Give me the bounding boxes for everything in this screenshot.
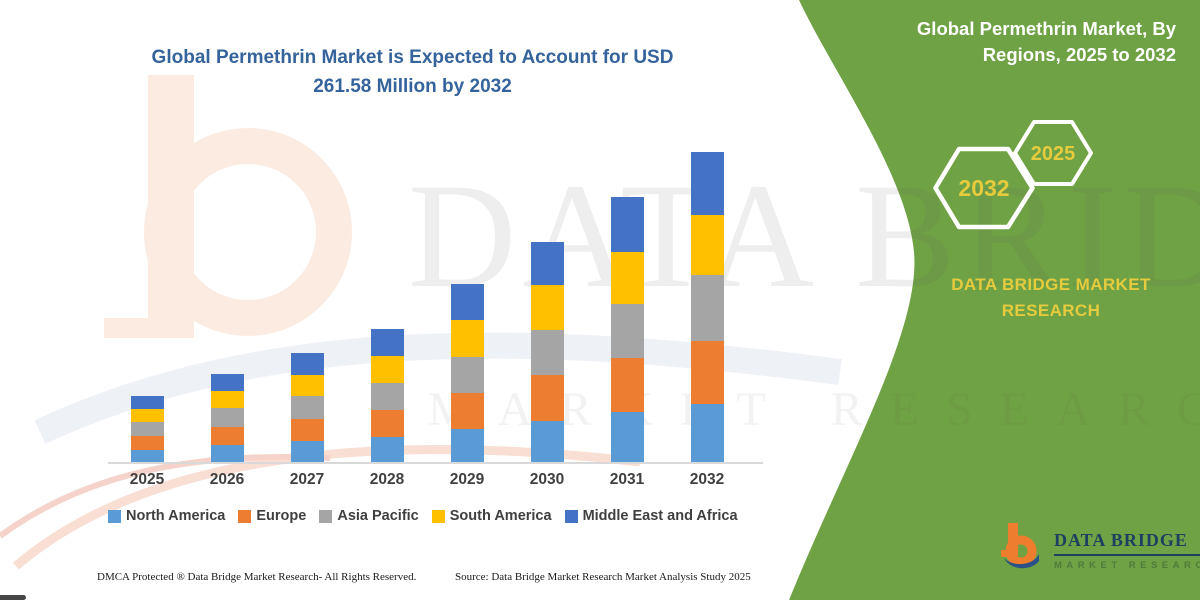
bar-segment-asia-pacific bbox=[610, 304, 644, 358]
chart-title: Global Permethrin Market is Expected to … bbox=[151, 47, 674, 97]
footer-source: Source: Data Bridge Market Research Mark… bbox=[455, 571, 751, 583]
legend-label: Asia Pacific bbox=[337, 508, 419, 524]
legend-item-middle-east-and-africa: Middle East and Africa bbox=[564, 508, 738, 524]
legend-swatch bbox=[238, 509, 252, 523]
bar-segment-north-america bbox=[210, 445, 244, 462]
bar-segment-north-america bbox=[690, 404, 724, 462]
bar-segment-north-america bbox=[290, 441, 324, 462]
databridge-logo: DATA BRIDGE MARKET RESEARCH bbox=[992, 518, 1200, 590]
bar-segment-middle-east-and-africa bbox=[690, 152, 724, 216]
brand-text: DATA BRIDGE MARKET RESEARCH bbox=[951, 275, 1151, 320]
bar-segment-europe bbox=[210, 427, 244, 446]
stacked-bar-2028 bbox=[370, 329, 404, 462]
hexagon-2025 bbox=[1013, 120, 1093, 186]
bar-segment-middle-east-and-africa bbox=[370, 329, 404, 356]
bar-segment-middle-east-and-africa bbox=[290, 352, 324, 375]
legend-item-asia-pacific: Asia Pacific bbox=[319, 508, 419, 524]
bar-segment-north-america bbox=[530, 420, 564, 462]
chart-legend: North America Europe Asia Pacific South Ame… bbox=[108, 508, 768, 524]
legend-swatch bbox=[431, 509, 445, 523]
bar-segment-south-america bbox=[450, 319, 484, 357]
bar-segment-south-america bbox=[130, 409, 164, 422]
bar-segment-europe bbox=[690, 341, 724, 405]
legend-swatch bbox=[319, 509, 333, 523]
legend-label: Middle East and Africa bbox=[582, 508, 738, 524]
bar-segment-south-america bbox=[530, 284, 564, 331]
year-hexagons: 2032 2025 bbox=[933, 120, 1093, 230]
legend-item-europe: Europe bbox=[238, 508, 306, 524]
bar-segment-asia-pacific bbox=[690, 275, 724, 342]
hexagon-2032-label: 2032 bbox=[958, 175, 1009, 201]
x-axis-label-2025: 2025 bbox=[129, 471, 165, 488]
bar-segment-asia-pacific bbox=[530, 330, 564, 376]
bar-segment-europe bbox=[530, 375, 564, 421]
bar-segment-asia-pacific bbox=[450, 356, 484, 393]
bar-segment-middle-east-and-africa bbox=[130, 395, 164, 410]
bottom-left-corner-mark bbox=[0, 595, 26, 600]
bar-segment-europe bbox=[130, 435, 164, 450]
bar-segment-asia-pacific bbox=[130, 421, 164, 436]
x-axis-label-2027: 2027 bbox=[289, 471, 325, 488]
hexagon-2025-label: 2025 bbox=[1031, 143, 1076, 165]
legend-label: South America bbox=[449, 508, 552, 524]
legend-item-south-america: South America bbox=[431, 508, 552, 524]
bar-segment-north-america bbox=[130, 449, 164, 462]
x-axis-label-2032: 2032 bbox=[689, 471, 725, 488]
bar-segment-asia-pacific bbox=[290, 395, 324, 419]
legend-label: Europe bbox=[256, 508, 307, 524]
bar-segment-middle-east-and-africa bbox=[530, 242, 564, 285]
bar-segment-north-america bbox=[450, 428, 484, 462]
bar-segment-south-america bbox=[690, 215, 724, 276]
stacked-bar-2030 bbox=[530, 242, 564, 462]
stacked-bar-2027 bbox=[290, 352, 324, 462]
bar-segment-north-america bbox=[610, 411, 644, 462]
footer-copyright: DMCA Protected ® Data Bridge Market Rese… bbox=[97, 571, 417, 583]
bar-segment-south-america bbox=[290, 374, 324, 396]
hexagon-2032 bbox=[933, 146, 1035, 230]
x-axis-label-2029: 2029 bbox=[449, 471, 485, 488]
bar-segment-south-america bbox=[610, 251, 644, 305]
stacked-bar-2025 bbox=[130, 395, 164, 462]
panel-title: Global Permethrin Market, By Regions, 20… bbox=[916, 18, 1176, 66]
legend-swatch bbox=[108, 509, 121, 523]
x-axis-label-2031: 2031 bbox=[609, 471, 645, 488]
stacked-bar-2032 bbox=[690, 152, 724, 462]
x-axis-line bbox=[108, 462, 763, 464]
bar-segment-asia-pacific bbox=[370, 382, 404, 411]
bar-segment-europe bbox=[610, 357, 644, 412]
logo-name: DATA BRIDGE bbox=[1054, 530, 1200, 556]
stacked-bar-2029 bbox=[450, 284, 484, 462]
bar-segment-europe bbox=[370, 410, 404, 438]
bar-segment-middle-east-and-africa bbox=[450, 284, 484, 320]
logo-subtitle: MARKET RESEARCH bbox=[1054, 560, 1200, 571]
x-axis-label-2030: 2030 bbox=[529, 471, 565, 488]
x-axis-label-2026: 2026 bbox=[209, 471, 245, 488]
databridge-b-icon bbox=[1001, 523, 1039, 569]
bar-segment-south-america bbox=[370, 355, 404, 383]
bar-segment-europe bbox=[290, 418, 324, 442]
stacked-bar-2031 bbox=[610, 196, 644, 462]
legend-label: North America bbox=[126, 508, 226, 524]
bar-segment-north-america bbox=[370, 437, 404, 462]
bar-segment-south-america bbox=[210, 391, 244, 409]
stacked-bar-2026 bbox=[210, 374, 244, 462]
legend-swatch bbox=[564, 509, 578, 523]
bar-segment-asia-pacific bbox=[210, 408, 244, 427]
bar-segment-middle-east-and-africa bbox=[610, 196, 644, 252]
legend-item-north-america: North America bbox=[108, 508, 225, 524]
x-axis-label-2028: 2028 bbox=[369, 471, 405, 488]
bar-segment-europe bbox=[450, 392, 484, 429]
bar-segment-middle-east-and-africa bbox=[210, 374, 244, 392]
